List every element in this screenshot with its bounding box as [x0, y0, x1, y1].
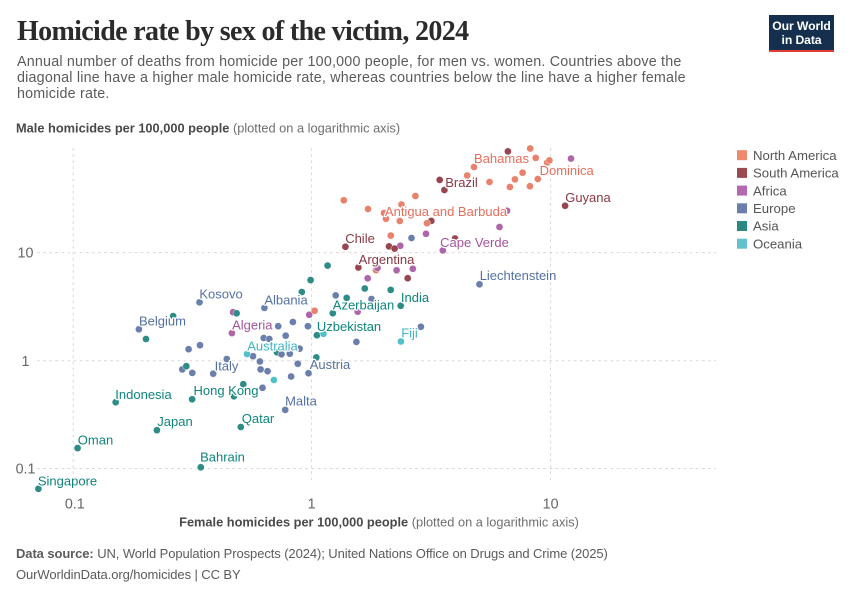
svg-text:Antigua and Barbuda: Antigua and Barbuda: [385, 204, 508, 219]
svg-text:Argentina: Argentina: [359, 252, 415, 267]
svg-text:North America: North America: [753, 148, 837, 163]
svg-text:Fiji: Fiji: [401, 326, 418, 341]
svg-text:Austria: Austria: [310, 357, 351, 372]
svg-text:Hong Kong: Hong Kong: [193, 383, 258, 398]
svg-text:10: 10: [543, 497, 559, 513]
svg-text:India: India: [401, 290, 430, 305]
svg-text:Brazil: Brazil: [445, 175, 478, 190]
svg-text:Chile: Chile: [345, 231, 375, 246]
svg-text:Female homicides per 100,000 p: Female homicides per 100,000 people (plo…: [179, 515, 579, 530]
svg-text:Belgium: Belgium: [139, 313, 186, 328]
svg-text:Algeria: Algeria: [232, 317, 273, 332]
svg-text:Italy: Italy: [215, 358, 239, 373]
svg-text:Australia: Australia: [247, 339, 298, 354]
svg-text:1: 1: [308, 497, 316, 513]
svg-text:Indonesia: Indonesia: [115, 387, 172, 402]
svg-text:Bahrain: Bahrain: [200, 449, 245, 464]
svg-text:Malta: Malta: [285, 394, 318, 409]
svg-text:Dominica: Dominica: [540, 163, 595, 178]
svg-text:10: 10: [18, 246, 34, 262]
svg-text:0.1: 0.1: [65, 497, 85, 513]
svg-text:Oman: Oman: [78, 433, 113, 448]
svg-text:Male homicides per 100,000 peo: Male homicides per 100,000 people (plott…: [16, 120, 400, 135]
svg-text:South America: South America: [753, 166, 839, 181]
svg-text:0.1: 0.1: [16, 462, 36, 478]
svg-text:Liechtenstein: Liechtenstein: [480, 268, 557, 283]
svg-text:Kosovo: Kosovo: [199, 287, 242, 302]
svg-text:Oceania: Oceania: [753, 236, 803, 251]
svg-text:1: 1: [22, 354, 30, 370]
svg-text:Africa: Africa: [753, 183, 787, 198]
svg-text:Guyana: Guyana: [565, 190, 611, 205]
svg-text:Europe: Europe: [753, 201, 796, 216]
svg-text:Azerbaijan: Azerbaijan: [333, 298, 394, 313]
svg-text:Uzbekistan: Uzbekistan: [317, 319, 381, 334]
svg-text:Singapore: Singapore: [38, 473, 97, 488]
svg-text:Asia: Asia: [753, 219, 779, 234]
svg-text:Japan: Japan: [157, 414, 192, 429]
svg-text:Qatar: Qatar: [242, 411, 275, 426]
svg-text:Cape Verde: Cape Verde: [440, 235, 509, 250]
svg-text:Bahamas: Bahamas: [474, 151, 529, 166]
svg-text:Albania: Albania: [264, 293, 308, 308]
